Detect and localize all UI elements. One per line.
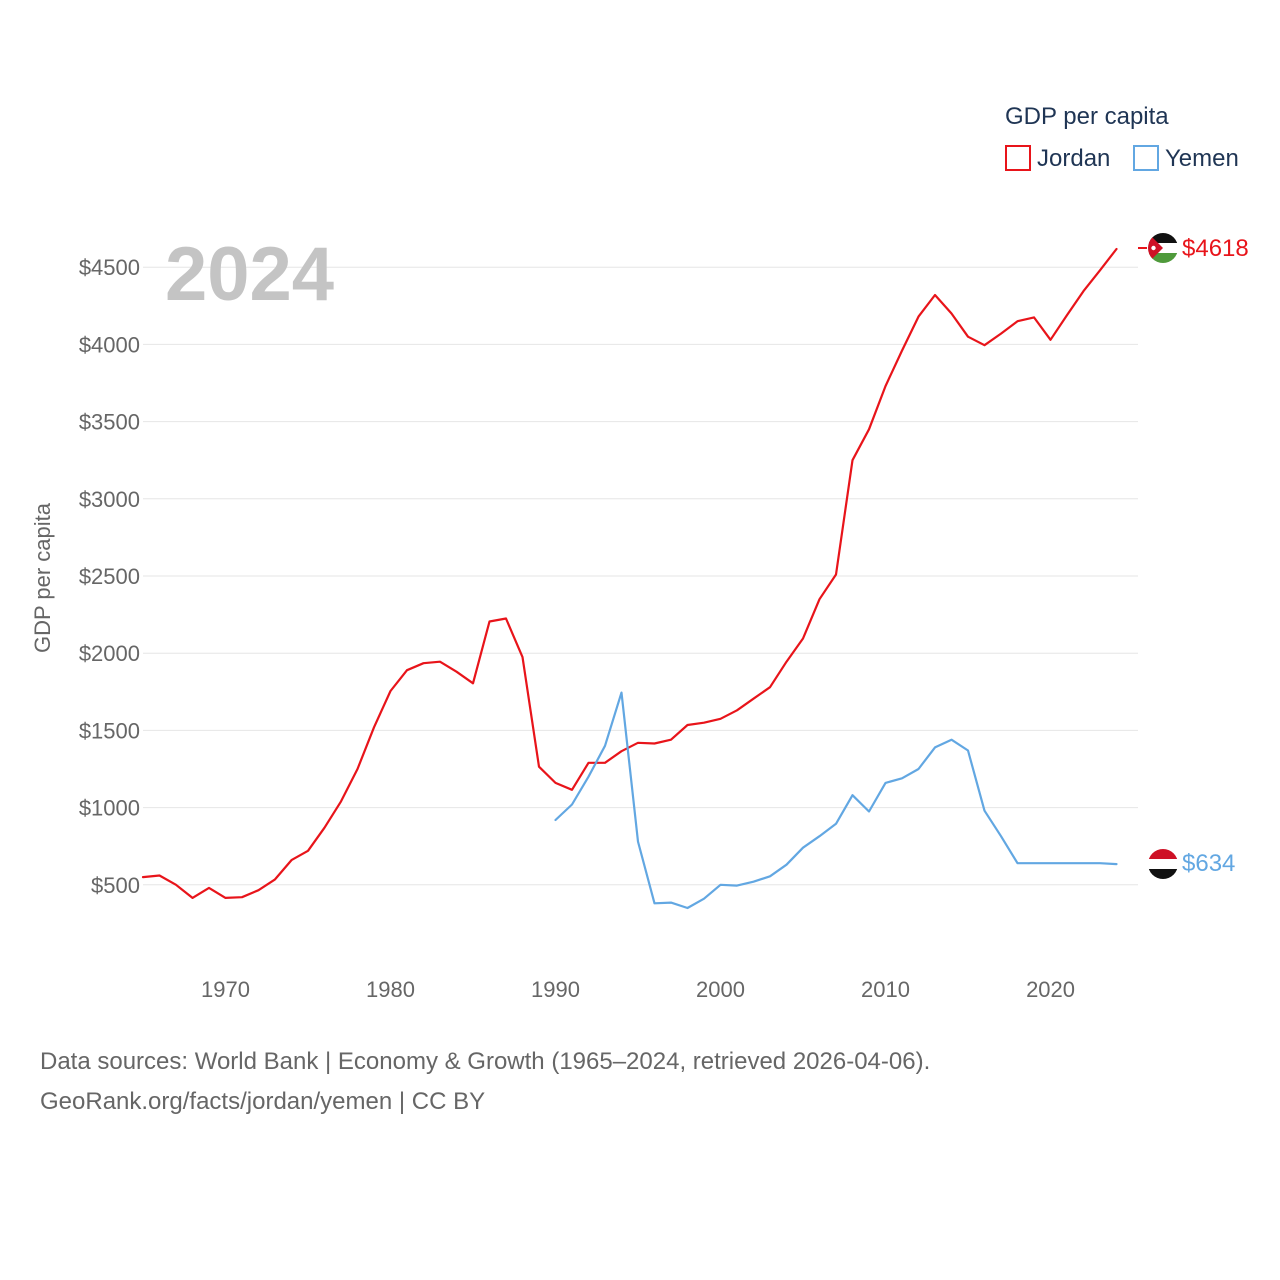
y-tick-label: $2000 — [79, 641, 140, 666]
source-line-2[interactable]: GeoRank.org/facts/jordan/yemen | CC BY — [40, 1088, 486, 1115]
x-axis: 1970 1980 1990 2000 2010 2020 — [201, 977, 1075, 1002]
x-tick-label: 1970 — [201, 977, 250, 1002]
x-tick-label: 2000 — [696, 977, 745, 1002]
yemen-end-marker: $634 — [1148, 849, 1235, 879]
y-axis: $500 $1000 $1500 $2000 $2500 $3000 $3500 $4000 $… — [79, 255, 140, 898]
year-overlay: 2024 — [165, 232, 334, 317]
source-line-1: Data sources: World Bank | Economy & Gro… — [40, 1048, 931, 1075]
y-tick-label: $4500 — [79, 255, 140, 280]
series-layer — [141, 247, 1118, 910]
legend-swatch-yemen — [1133, 145, 1159, 171]
yemen-end-value: $634 — [1182, 850, 1235, 877]
legend-label-jordan: Jordan — [1037, 145, 1110, 172]
series-line-yemen[interactable] — [554, 691, 1118, 910]
legend-title: GDP per capita — [1005, 103, 1169, 130]
jordan-end-value: $4618 — [1182, 235, 1249, 262]
legend-label-yemen: Yemen — [1165, 145, 1239, 172]
x-tick-label: 1980 — [366, 977, 415, 1002]
y-axis-label: GDP per capita — [30, 502, 55, 653]
legend-swatch-jordan — [1005, 145, 1031, 171]
x-tick-label: 2010 — [861, 977, 910, 1002]
jordan-end-marker: $4618 — [1138, 233, 1249, 263]
y-tick-label: $3500 — [79, 410, 140, 435]
legend-item-yemen[interactable]: Yemen — [1133, 145, 1239, 172]
y-tick-label: $500 — [91, 873, 140, 898]
yemen-flag-icon — [1148, 849, 1178, 879]
legend-item-jordan[interactable]: Jordan — [1005, 145, 1110, 172]
series-line-jordan[interactable] — [141, 247, 1118, 900]
source-note: Data sources: World Bank | Economy & Gro… — [40, 1042, 930, 1122]
y-tick-label: $1500 — [79, 718, 140, 743]
jordan-flag-icon — [1148, 233, 1178, 263]
grid — [143, 266, 1138, 886]
y-tick-label: $1000 — [79, 796, 140, 821]
y-tick-label: $4000 — [79, 332, 140, 357]
y-tick-label: $3000 — [79, 487, 140, 512]
x-tick-label: 2020 — [1026, 977, 1075, 1002]
line-chart: GDP per capita Jordan Yemen $500 $1000 $15… — [30, 103, 1249, 1002]
x-tick-label: 1990 — [531, 977, 580, 1002]
y-tick-label: $2500 — [79, 564, 140, 589]
